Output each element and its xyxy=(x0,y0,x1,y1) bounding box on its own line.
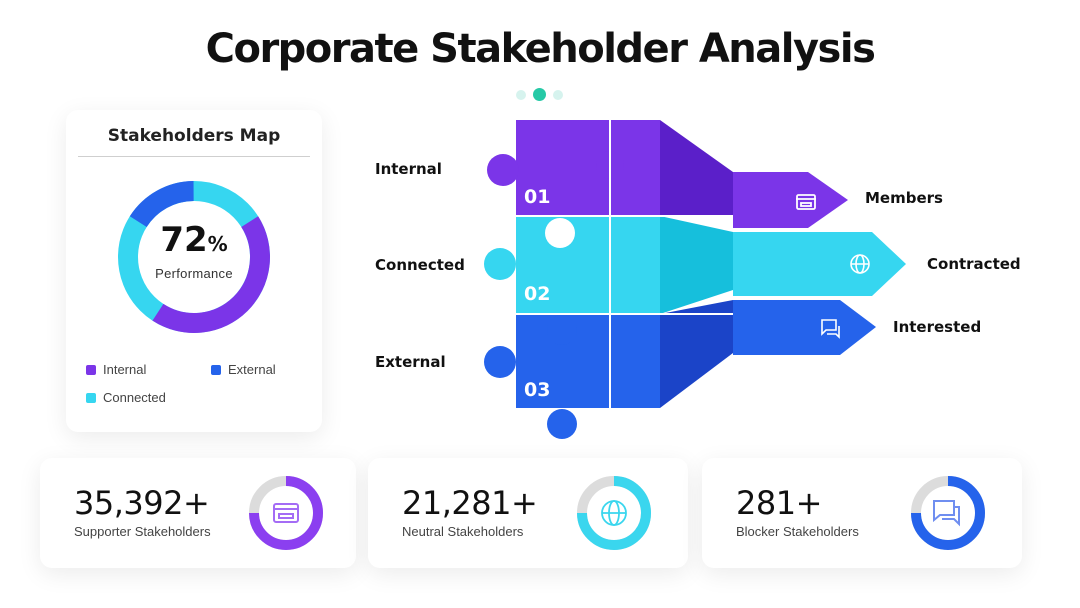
globe-icon xyxy=(850,254,870,274)
funnel-wedge-3 xyxy=(660,300,733,408)
chat-icon xyxy=(821,319,840,339)
legend-connected: Connected xyxy=(86,390,166,405)
stat-value: 281+ xyxy=(736,484,822,522)
donut-segment-external xyxy=(129,181,195,228)
legend-label: External xyxy=(228,362,276,377)
puzzle-number-03: 03 xyxy=(524,379,550,401)
puzzle-number-01: 01 xyxy=(524,186,550,208)
puzzle-piece-03 xyxy=(484,314,610,439)
left-label-connected: Connected xyxy=(375,256,465,274)
page-dot-1[interactable] xyxy=(516,89,526,100)
legend-swatch xyxy=(86,392,96,403)
puzzle-funnel-diagram: 01 02 03 xyxy=(484,120,906,439)
page-title: Corporate Stakeholder Analysis xyxy=(205,26,876,72)
stat-label: Supporter Stakeholders xyxy=(74,524,211,539)
page-dot-2[interactable] xyxy=(533,88,546,101)
store-icon xyxy=(796,194,816,210)
label-members: Members xyxy=(865,189,943,207)
globe-icon xyxy=(601,500,627,526)
blocker-ring xyxy=(911,476,985,550)
stat-label: Neutral Stakeholders xyxy=(402,524,524,539)
map-divider xyxy=(78,156,310,157)
puzzle-piece-01 xyxy=(487,120,624,248)
neutral-ring xyxy=(577,476,651,550)
legend-label: Connected xyxy=(103,390,166,405)
pagination-dots xyxy=(516,88,563,101)
stakeholders-map-card: Stakeholders Map 72% Performance Interna… xyxy=(66,110,322,432)
legend-internal: Internal xyxy=(86,362,146,377)
donut-segment-internal xyxy=(152,216,270,333)
arrow-interested xyxy=(733,300,876,355)
supporter-ring xyxy=(249,476,323,550)
puzzle-number-02: 02 xyxy=(524,283,550,305)
funnel-wedge-1 xyxy=(660,120,733,216)
stat-value: 35,392+ xyxy=(74,484,210,522)
stat-card-blocker: 281+ Blocker Stakeholders xyxy=(702,458,1022,568)
chat-icon xyxy=(933,500,960,527)
left-label-internal: Internal xyxy=(375,160,442,178)
stat-card-supporter: 35,392+ Supporter Stakeholders xyxy=(40,458,356,568)
stat-card-neutral: 21,281+ Neutral Stakeholders xyxy=(368,458,688,568)
label-contracted: Contracted xyxy=(927,255,1021,273)
performance-value: 72% xyxy=(160,220,228,260)
performance-caption: Performance xyxy=(155,266,233,281)
legend-swatch xyxy=(211,364,221,375)
map-title: Stakeholders Map xyxy=(107,126,281,146)
left-label-external: External xyxy=(375,353,446,371)
stat-label: Blocker Stakeholders xyxy=(736,524,859,539)
page-dot-3[interactable] xyxy=(553,89,563,100)
label-interested: Interested xyxy=(893,318,982,336)
stat-value: 21,281+ xyxy=(402,484,538,522)
arrow-members xyxy=(733,172,848,228)
legend-external: External xyxy=(211,362,276,377)
legend-swatch xyxy=(86,364,96,375)
arrow-contracted xyxy=(733,232,906,296)
funnel-wedge-2 xyxy=(660,216,733,314)
legend-label: Internal xyxy=(103,362,147,377)
performance-donut xyxy=(118,181,270,333)
store-icon xyxy=(273,503,299,523)
block-right-3 xyxy=(610,314,660,408)
